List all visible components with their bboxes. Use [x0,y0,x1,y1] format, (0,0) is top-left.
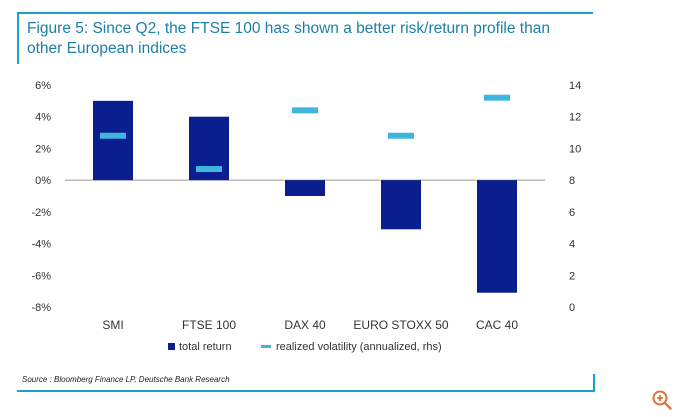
x-axis-category-label: FTSE 100 [182,318,236,332]
left-axis-tick-label: 2% [35,143,51,155]
zoom-in-icon[interactable] [651,389,673,411]
right-axis-tick-label: 14 [569,80,581,92]
right-axis-tick-label: 10 [569,143,581,155]
left-axis-tick-label: 0% [35,175,51,187]
figure-title: Figure 5: Since Q2, the FTSE 100 has sho… [27,20,550,57]
right-axis-tick-label: 6 [569,207,575,219]
marker-realized-volatility [388,132,414,139]
right-axis-tick-label: 12 [569,112,581,124]
left-axis-tick-label: 4% [35,112,51,124]
legend-swatch-total-return [168,343,175,350]
marker-realized-volatility [196,166,222,173]
x-axis-category-label: DAX 40 [284,318,326,332]
title-left-rule [17,12,19,64]
footer-corner-mark [593,374,595,392]
bar-total-return [93,100,133,181]
source-note: Source : Bloomberg Finance LP, Deutsche … [22,375,230,384]
marker-realized-volatility [292,107,318,114]
left-axis-tick-label: -2% [31,207,51,219]
title-top-rule [17,12,593,14]
bar-total-return [477,180,517,293]
right-axis-tick-label: 0 [569,302,575,314]
bar-total-return [381,180,421,230]
right-axis-tick-label: 2 [569,270,575,282]
marker-realized-volatility [100,132,126,139]
right-axis-tick-label: 4 [569,239,575,251]
footer-rule [17,390,595,392]
x-axis-category-label: SMI [102,318,123,332]
marker-realized-volatility [484,94,510,101]
right-axis-tick-label: 8 [569,175,575,187]
bar-total-return [285,180,325,196]
legend-label-total-return: total return [179,341,232,353]
left-axis-tick-label: -6% [31,270,51,282]
legend-swatch-realized-volatility [261,345,271,348]
left-axis-tick-label: 6% [35,80,51,92]
legend-label-realized-volatility: realized volatility (annualized, rhs) [276,341,442,353]
left-axis-tick-label: -8% [31,302,51,314]
left-axis-tick-label: -4% [31,239,51,251]
x-axis-category-label: CAC 40 [476,318,518,332]
x-axis-category-label: EURO STOXX 50 [353,318,448,332]
